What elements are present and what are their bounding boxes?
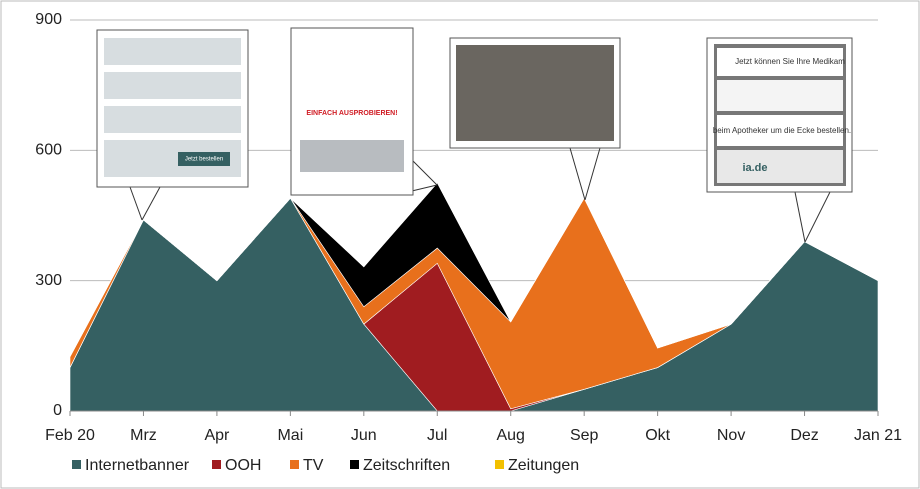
button (178, 152, 230, 166)
callout-text: EINFACH AUSPROBIEREN! (306, 110, 397, 117)
legend-swatch (72, 460, 81, 469)
legend-label: OOH (225, 457, 261, 474)
x-tick-label: Mai (277, 427, 303, 444)
legend-label: Internetbanner (85, 457, 190, 474)
legend-label: TV (303, 457, 324, 474)
legend-swatch (350, 460, 359, 469)
pointer (141, 186, 161, 221)
legend-swatch (212, 460, 221, 469)
y-tick-label: 900 (35, 11, 62, 28)
area (69, 182, 879, 357)
callout-text: ia.de (742, 162, 767, 174)
x-tick-label: Dez (790, 427, 818, 444)
pointer (794, 191, 806, 243)
legend-label: Zeitungen (508, 457, 579, 474)
legend-swatch (290, 460, 299, 469)
x-tick-label: Jan 21 (854, 427, 902, 444)
photo-grid (456, 45, 614, 141)
x-tick-label: Jun (351, 427, 377, 444)
legend-swatch (495, 460, 504, 469)
x-tick-label: Aug (496, 427, 524, 444)
y-tick-label: 600 (35, 142, 62, 159)
ad-thumb (717, 115, 843, 146)
ad-thumb (104, 38, 241, 65)
ad-thumb (717, 80, 843, 111)
x-tick-label: Feb 20 (45, 427, 95, 444)
x-tick-label: Apr (204, 427, 230, 444)
callout-text: Jetzt können Sie Ihre Medikam (735, 57, 845, 66)
ad-thumb (717, 150, 843, 183)
x-tick-label: Okt (645, 427, 670, 444)
plot-area (69, 19, 879, 416)
legend: Internetbanner OOH TV Zeitschriften Zeitunge… (72, 457, 579, 474)
pointer (584, 147, 601, 201)
ad-thumb (104, 72, 241, 99)
y-tick-label: 300 (35, 272, 62, 289)
photo (300, 140, 404, 172)
callout-text: beim Apotheker um die Ecke bestellen. (713, 126, 851, 135)
pointer (129, 186, 143, 221)
legend-label: Zeitschriften (363, 457, 450, 474)
pointer (411, 159, 438, 186)
pointer (569, 147, 586, 201)
pointer (804, 191, 831, 243)
callout-text: Jetzt bestellen (185, 157, 223, 163)
ad-thumb (104, 106, 241, 133)
x-tick-label: Nov (717, 427, 745, 444)
ad-thumb (717, 48, 843, 76)
y-tick-label: 0 (53, 402, 62, 419)
x-tick-label: Mrz (130, 427, 157, 444)
x-tick-label: Jul (427, 427, 447, 444)
callouts: Jetzt bestellen EINFACH AUSPROBIEREN! Je… (96, 27, 853, 243)
x-tick-label: Sep (570, 427, 599, 444)
